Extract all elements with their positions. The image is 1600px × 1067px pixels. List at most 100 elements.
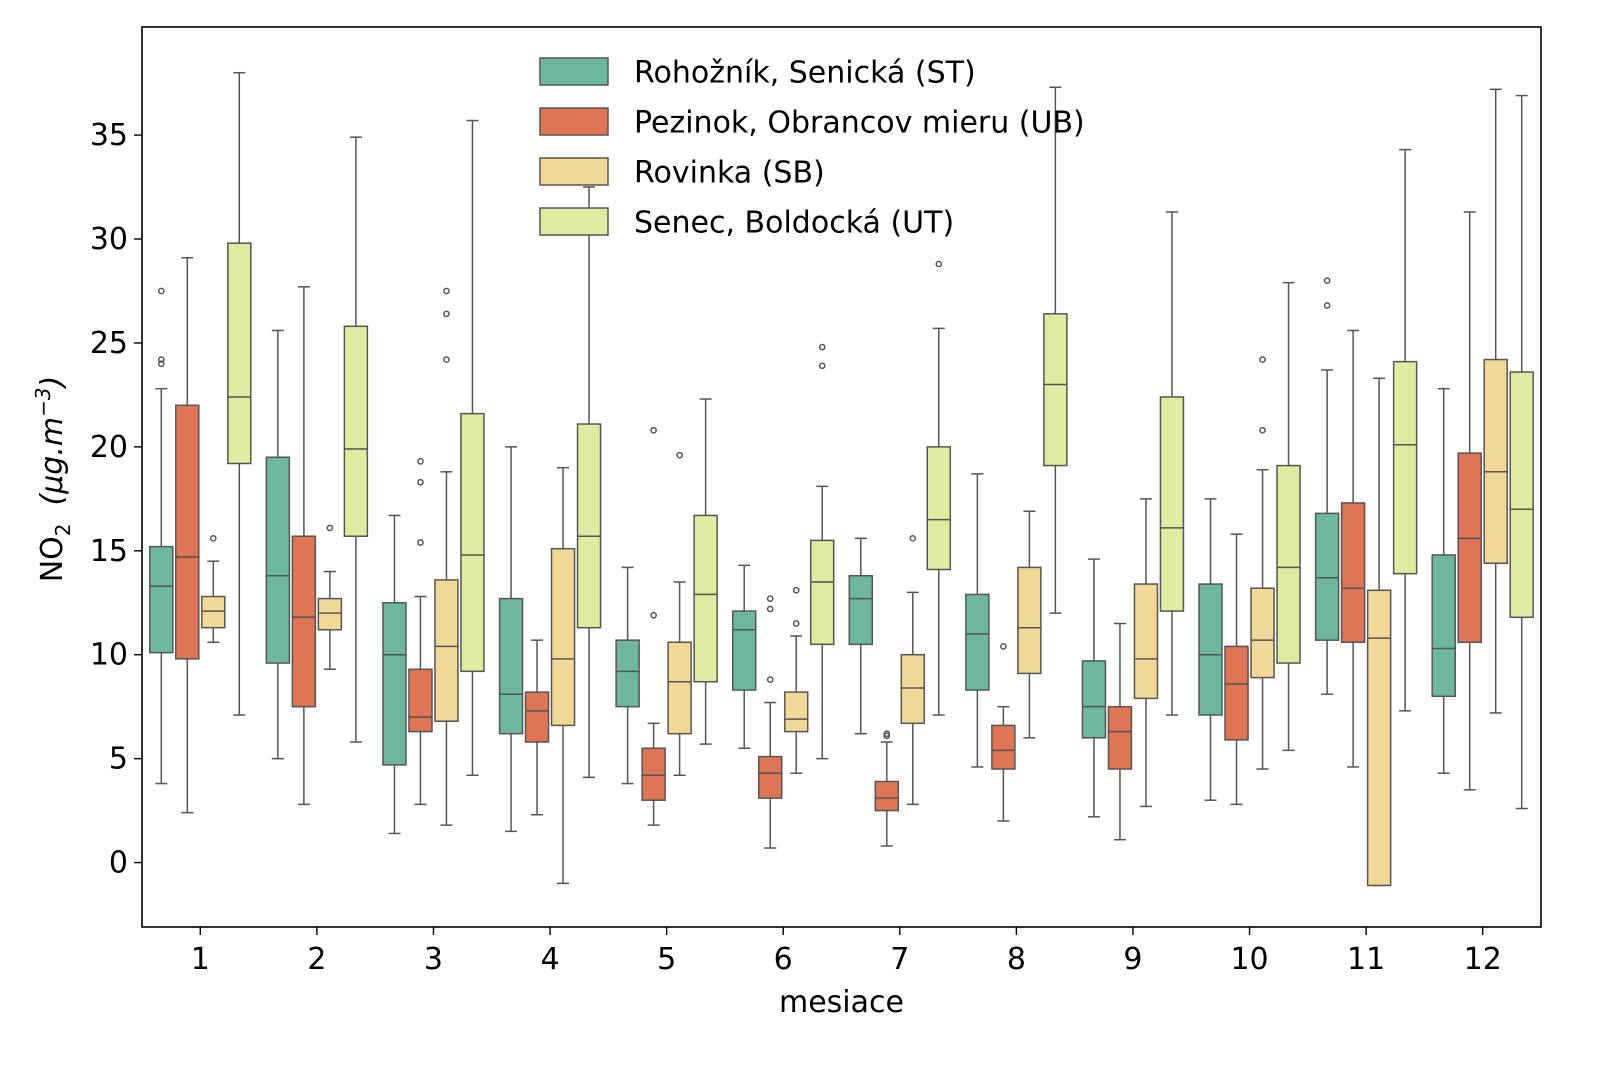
box-iqr <box>460 412 485 673</box>
x-axis: 1 2 3 4 5 6 7 8 9 10 11 12 <box>191 927 1502 977</box>
box-1-month-8 <box>965 473 990 768</box>
box-iqr <box>757 755 783 799</box>
box-iqr <box>693 514 718 683</box>
outlier-point <box>766 676 774 684</box>
box-iqr <box>1133 583 1159 700</box>
box-iqr <box>991 724 1016 770</box>
box-iqr <box>382 602 407 766</box>
outlier-point <box>766 595 774 602</box>
box-iqr <box>848 574 874 646</box>
y-axis-label-unit-sup: −3 <box>31 387 55 416</box>
plot-area <box>149 71 1534 887</box>
x-tick-label: 6 <box>774 942 793 977</box>
outlier-point <box>792 620 800 627</box>
box-iqr <box>731 610 757 691</box>
box-1-month-2 <box>265 329 291 760</box>
box-4-month-4 <box>576 186 602 779</box>
box-iqr <box>1159 396 1185 612</box>
box-3-month-4 <box>550 466 576 885</box>
x-tick-label: 11 <box>1347 942 1385 977</box>
outlier-point <box>650 426 657 434</box>
y-axis-label-unit: (μg.m <box>35 417 70 506</box>
box-iqr <box>1392 360 1418 575</box>
box-iqr <box>900 653 926 725</box>
box-3-month-11 <box>1366 377 1392 887</box>
box-4-month-2 <box>343 136 369 743</box>
box-iqr <box>1276 464 1301 664</box>
legend-label: Pezinok, Obrancov mieru (UB) <box>634 106 1085 141</box>
outlier-point <box>883 732 891 740</box>
outlier-point <box>1000 643 1007 650</box>
box-1-month-9 <box>1081 558 1107 818</box>
outlier-point <box>935 260 943 268</box>
box-1-month-7 <box>848 537 874 735</box>
box-iqr <box>175 404 200 660</box>
box-3-month-2 <box>317 524 343 671</box>
box-1-month-5 <box>615 566 640 785</box>
x-tick-label: 10 <box>1230 942 1268 977</box>
box-iqr <box>874 780 900 812</box>
legend-swatch <box>539 207 609 236</box>
outlier-point <box>818 343 826 351</box>
legend-swatch <box>539 107 609 136</box>
outlier-point <box>157 360 165 368</box>
box-2-month-9 <box>1107 622 1133 841</box>
outlier-point <box>1259 356 1266 363</box>
y-axis-label-unit-close: ) <box>35 376 70 390</box>
outlier-point <box>909 534 917 542</box>
box-3-month-10 <box>1250 356 1275 770</box>
box-iqr <box>926 446 952 571</box>
box-iqr <box>550 547 576 727</box>
outlier-point <box>157 287 165 295</box>
box-iqr <box>317 597 343 631</box>
legend-swatch <box>539 157 609 186</box>
box-iqr <box>1509 371 1534 619</box>
box-iqr <box>1224 645 1249 741</box>
box-iqr <box>965 593 990 691</box>
box-iqr <box>498 597 524 735</box>
x-tick-label: 5 <box>657 942 676 977</box>
box-2-month-1 <box>175 256 200 814</box>
box-iqr <box>1250 587 1275 679</box>
outlier-point <box>1323 302 1331 309</box>
outlier-point <box>417 539 424 546</box>
box-iqr <box>1314 512 1340 641</box>
y-tick-label: 10 <box>90 638 128 673</box>
box-2-month-6 <box>757 595 783 849</box>
legend-label: Senec, Boldocká (UT) <box>634 206 954 241</box>
x-axis-label: mesiace <box>779 985 904 1020</box>
box-iqr <box>1340 502 1366 643</box>
box-3-month-12 <box>1483 88 1508 714</box>
box-iqr <box>343 325 369 537</box>
legend-label: Rohožník, Senická (ST) <box>634 56 976 91</box>
box-1-month-11 <box>1314 277 1340 695</box>
outlier-point <box>417 478 424 486</box>
box-iqr <box>1017 566 1042 675</box>
box-iqr <box>576 423 602 629</box>
x-tick-label: 2 <box>307 942 326 977</box>
box-3-month-3 <box>434 287 459 826</box>
box-iqr <box>1366 589 1392 887</box>
box-4-month-7 <box>926 260 952 716</box>
x-tick-label: 12 <box>1464 942 1502 977</box>
box-2-month-7 <box>874 730 900 847</box>
outlier-point <box>443 310 450 318</box>
outlier-point <box>443 287 450 295</box>
box-1-month-10 <box>1198 498 1223 801</box>
box-2-month-4 <box>524 639 550 816</box>
box-3-month-9 <box>1133 498 1159 808</box>
outlier-point <box>1323 277 1331 284</box>
box-2-month-8 <box>991 643 1016 822</box>
x-tick-label: 4 <box>540 942 559 977</box>
box-1-month-3 <box>382 514 407 835</box>
box-iqr <box>149 545 174 654</box>
y-tick-label: 20 <box>90 430 128 465</box>
box-4-month-10 <box>1276 281 1301 752</box>
y-tick-label: 5 <box>109 742 128 777</box>
outlier-point <box>650 611 657 619</box>
box-1-month-6 <box>731 564 757 749</box>
box-iqr <box>1483 358 1508 565</box>
outlier-point <box>443 356 450 363</box>
legend-swatch <box>539 57 609 86</box>
box-2-month-5 <box>641 426 666 826</box>
